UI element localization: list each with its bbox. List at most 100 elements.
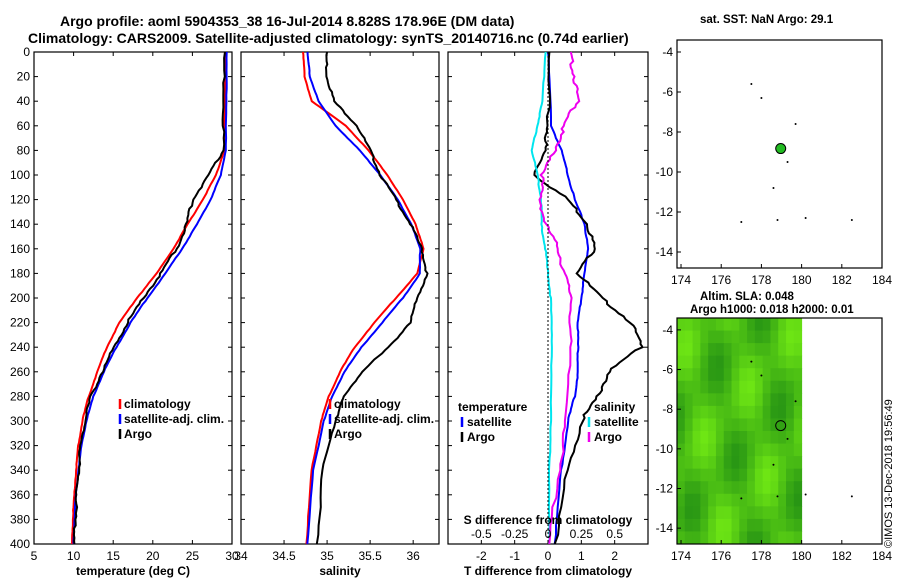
sla-cell <box>684 481 694 495</box>
sla-cell <box>715 456 725 470</box>
sla-cell <box>677 368 686 382</box>
sla-cell <box>684 443 694 457</box>
sla-cell <box>762 456 771 470</box>
sla-cell <box>684 506 694 520</box>
sla-cell <box>747 393 756 407</box>
sla-cell <box>692 443 701 457</box>
island-dot <box>760 374 763 377</box>
sdiff-tick-label: 0.25 <box>570 527 594 541</box>
sla-cell <box>723 468 733 482</box>
sla-cell <box>700 393 709 407</box>
sla-cell <box>731 330 740 344</box>
sla-cell <box>708 481 717 495</box>
sla-cell <box>700 368 709 382</box>
sla-cell <box>708 518 717 532</box>
sla-cell <box>723 443 733 457</box>
sla-cell <box>778 531 787 545</box>
sla-cell <box>762 393 771 407</box>
sla-cell <box>739 393 748 407</box>
sla-cell <box>754 481 764 495</box>
sla-cell <box>677 531 686 545</box>
sla-cell <box>754 506 764 520</box>
sla-cell <box>684 531 694 545</box>
sla-cell <box>700 481 709 495</box>
sla-cell <box>684 468 694 482</box>
depth-tick-label: 100 <box>10 168 30 182</box>
sla-cell <box>754 518 764 532</box>
sla-cell <box>762 368 771 382</box>
sla-cell <box>684 405 694 419</box>
sla-cell <box>739 318 748 332</box>
sdiff-tick-label: 0 <box>545 527 552 541</box>
sla-cell <box>715 380 725 394</box>
sla-cell <box>677 418 686 432</box>
sla-cell <box>677 393 686 407</box>
sla-cell <box>708 468 717 482</box>
sla-cell <box>684 355 694 369</box>
temperature-profile-series-satellite-adj.-clim. <box>72 51 228 545</box>
sla-map-ytick-label: -4 <box>662 323 673 337</box>
sla-cell <box>708 380 717 394</box>
sst-map-ytick-label: -10 <box>656 165 674 179</box>
island-dot <box>740 221 743 223</box>
sla-cell <box>723 531 733 545</box>
salinity-profile-series-argo <box>315 51 429 545</box>
sla-cell <box>715 468 725 482</box>
sla-cell <box>700 518 709 532</box>
sla-cell <box>793 443 803 457</box>
salinity-profile-xtick-label: 35 <box>320 549 334 563</box>
sla-cell <box>770 493 779 507</box>
island-dot <box>804 217 807 219</box>
sla-cell <box>762 531 771 545</box>
sla-cell <box>677 330 686 344</box>
sla-cell <box>692 380 701 394</box>
sla-cell <box>692 330 701 344</box>
temperature-profile-xtick-label: 10 <box>67 549 81 563</box>
sla-cell <box>754 468 764 482</box>
sla-cell <box>677 343 686 357</box>
sla-cell <box>723 368 733 382</box>
sla-map-xtick-label: 182 <box>832 549 852 563</box>
sla-cell <box>692 531 701 545</box>
sla-cell <box>715 405 725 419</box>
temperature-profile-xtick-label: 30 <box>225 549 239 563</box>
sla-cell <box>778 380 787 394</box>
sla-cell <box>723 506 733 520</box>
sla-cell <box>739 518 748 532</box>
sla-map-xtick-label: 184 <box>872 549 892 563</box>
sla-cell <box>700 531 709 545</box>
sla-cell <box>684 518 694 532</box>
sla-cell <box>739 418 748 432</box>
sla-cell <box>747 506 756 520</box>
sla-map-frame <box>676 317 883 545</box>
island-dot <box>850 495 853 498</box>
sla-cell <box>731 318 740 332</box>
depth-tick-label: 360 <box>10 488 30 502</box>
island-dot <box>794 400 797 403</box>
sla-cell <box>692 431 701 445</box>
sdiff-tick-label: 0.5 <box>606 527 623 541</box>
sla-map-xtick-label: 180 <box>792 549 812 563</box>
island-dot <box>794 123 797 125</box>
tdiff-legend-title: temperature <box>458 400 528 414</box>
sla-cell <box>754 393 764 407</box>
sla-cell <box>677 405 686 419</box>
tdiff-legend-label-1: satellite <box>467 415 512 429</box>
sla-cell <box>723 405 733 419</box>
sst-map-ytick-label: -4 <box>662 45 673 59</box>
sla-cell <box>778 330 787 344</box>
sla-cell <box>770 380 779 394</box>
sla-cell <box>700 468 709 482</box>
island-dot <box>750 83 753 85</box>
temp-legend-label-0: climatology <box>124 397 191 411</box>
sla-map-title: Altim. SLA: 0.048 <box>700 291 794 303</box>
difference-profile-xtick-label: -1 <box>509 549 520 563</box>
sst-map-ytick-label: -8 <box>662 125 673 139</box>
sla-cell <box>754 318 764 332</box>
sla-cell <box>700 405 709 419</box>
depth-tick-label: 400 <box>10 537 30 551</box>
sla-cell <box>677 456 686 470</box>
salinity-profile-xtick-label: 34.5 <box>272 549 296 563</box>
sla-cell <box>786 468 795 482</box>
difference-profile-xlabel: T difference from climatology <box>464 564 632 578</box>
